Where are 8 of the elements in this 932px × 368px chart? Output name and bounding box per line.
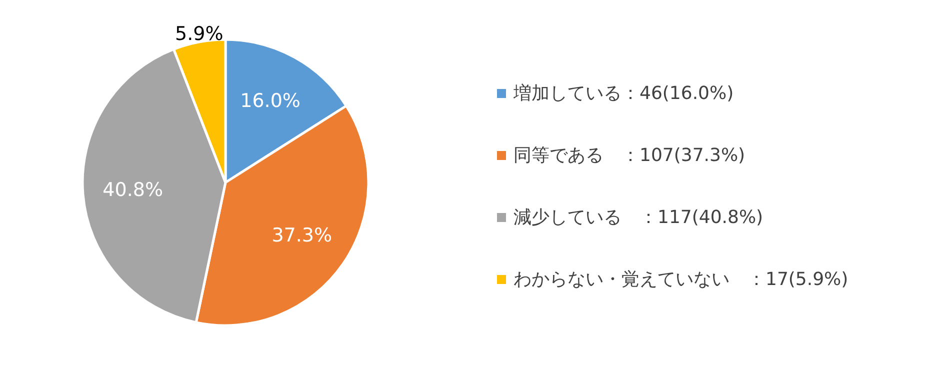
data-label: 5.9%: [175, 22, 224, 45]
data-label: 16.0%: [240, 90, 300, 112]
data-label: 40.8%: [102, 179, 164, 202]
legend-label: わからない・覚えていない ：17(5.9%): [514, 269, 848, 290]
legend-label: 同等である ：107(37.3%): [514, 145, 746, 166]
legend-label: 減少している ：117(40.8%): [514, 207, 764, 228]
data-label: 37.3%: [272, 224, 332, 246]
legend-label: 増加している：46(16.0%): [512, 83, 734, 104]
